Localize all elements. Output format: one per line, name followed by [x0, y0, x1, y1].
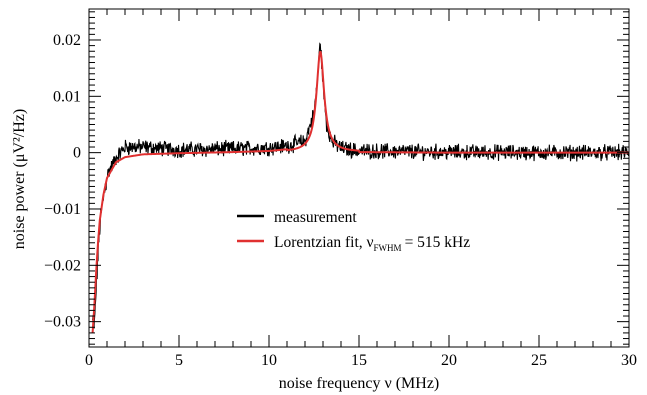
x-tick-label: 10 [261, 352, 277, 369]
legend-fit-suffix: = 515 kHz [405, 234, 471, 251]
legend-label-measurement: measurement [274, 209, 357, 226]
legend-label-fit: Lorentzian fit, νFWHM = 515 kHz [274, 234, 470, 253]
legend-fit-subscript: FWHM [374, 243, 402, 253]
x-tick-label: 5 [175, 352, 183, 369]
legend: measurement Lorentzian fit, νFWHM = 515 k… [237, 209, 470, 253]
series-lorentzian-fit [91, 50, 629, 333]
x-tick-label: 30 [621, 352, 637, 369]
y-tick-label: −0.02 [44, 257, 81, 274]
x-tick-label: 25 [531, 352, 547, 369]
ticks-layer [88, 9, 630, 347]
y-tick-label: −0.03 [44, 314, 81, 331]
x-tick-label: 0 [85, 352, 93, 369]
legend-fit-prefix: Lorentzian fit, ν [274, 234, 374, 251]
y-tick-label: 0.02 [53, 32, 81, 49]
y-tick-label: 0.01 [53, 88, 81, 105]
y-tick-label: −0.01 [44, 201, 81, 218]
series-layer [91, 42, 630, 333]
tick-labels: 0 5 10 15 20 25 30 0.02 0.01 0 −0.01 −0.02 −0.03 [44, 32, 637, 369]
x-tick-label: 15 [351, 352, 367, 369]
x-tick-label: 20 [441, 352, 457, 369]
x-axis-label: noise frequency ν (MHz) [279, 375, 440, 392]
y-axis-label: noise power (μV²/Hz) [11, 109, 28, 249]
plot-area [91, 42, 630, 333]
y-tick-label: 0 [73, 145, 81, 162]
